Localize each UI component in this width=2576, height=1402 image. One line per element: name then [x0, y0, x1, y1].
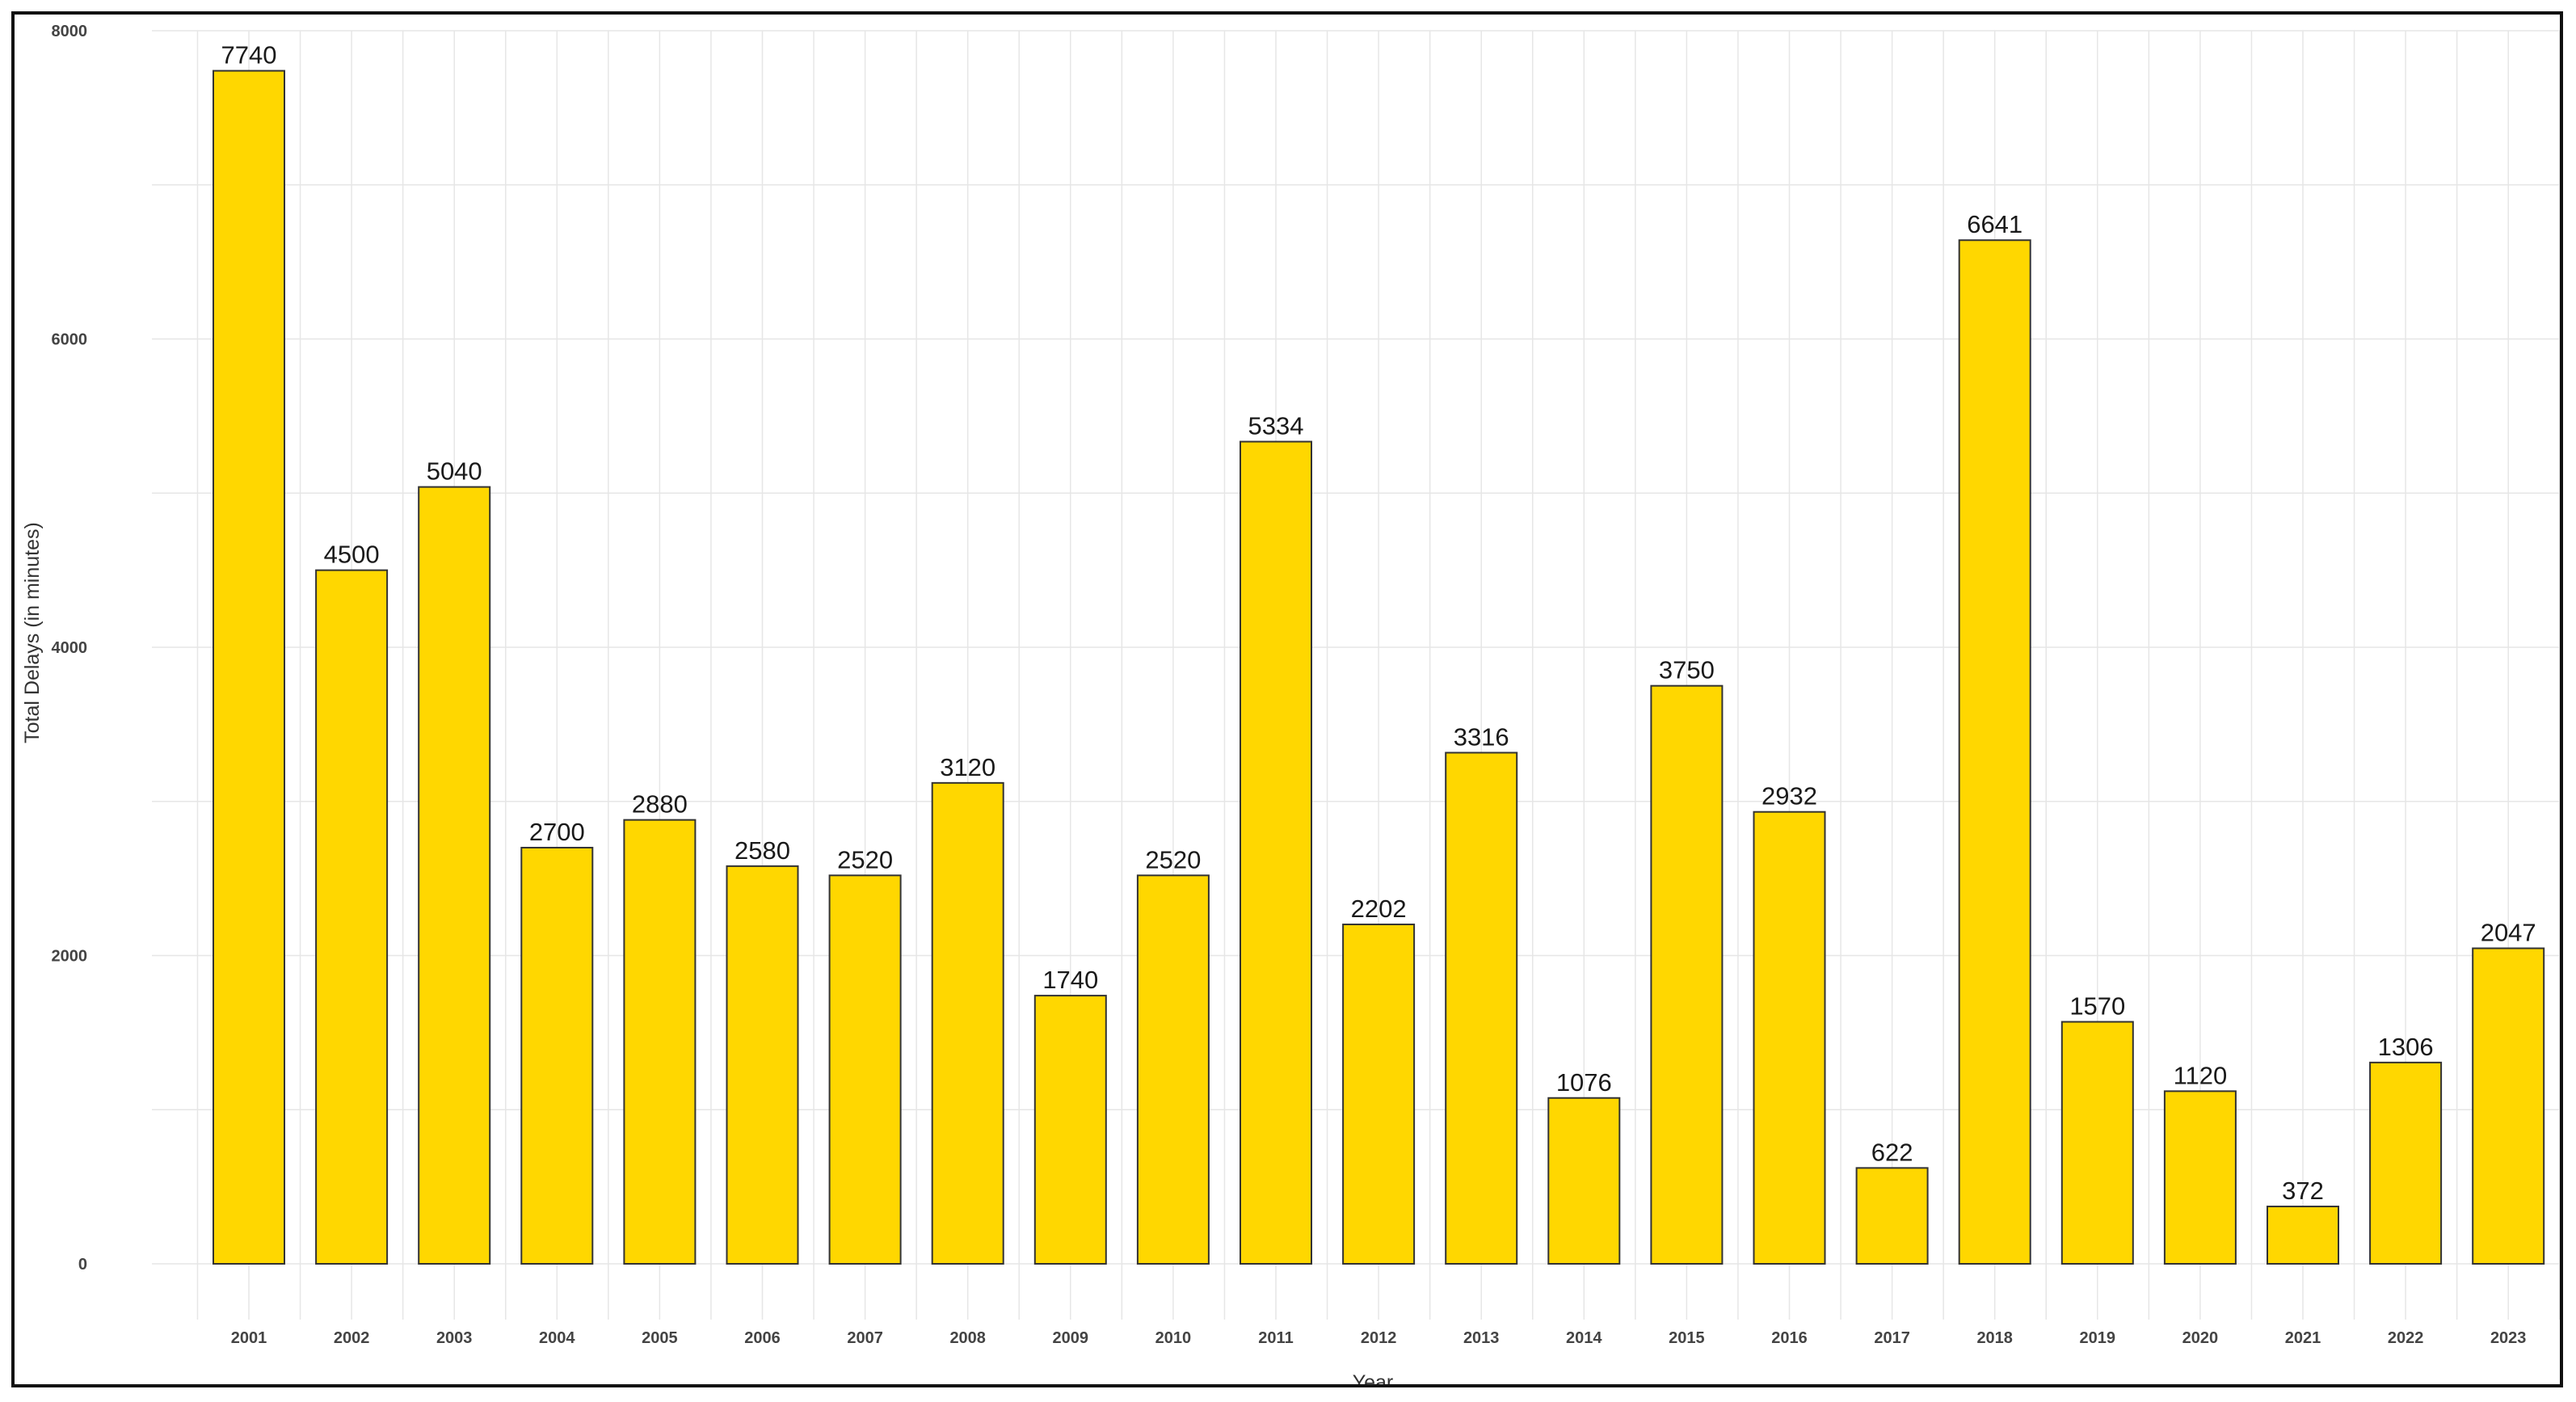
x-tick-label-2008: 2008: [949, 1329, 986, 1347]
bar-2019: [2060, 1021, 2134, 1265]
bar-2004: [520, 846, 594, 1265]
x-tick-label-2010: 2010: [1155, 1329, 1192, 1347]
x-tick-label-2017: 2017: [1874, 1329, 1910, 1347]
y-axis-ticks: 0 2000 4000 6000 8000: [52, 23, 88, 1274]
y-tick-label: 8000: [52, 23, 88, 40]
y-tick-label: 2000: [52, 948, 88, 966]
x-tick-label-2015: 2015: [1669, 1329, 1705, 1347]
x-tick-label-2021: 2021: [2285, 1329, 2321, 1347]
data-label-2006: 2580: [734, 836, 790, 865]
x-tick-label-2006: 2006: [744, 1329, 781, 1347]
bar-2012: [1342, 923, 1416, 1265]
data-label-2016: 2932: [1762, 782, 1817, 810]
data-label-2005: 2880: [632, 790, 688, 819]
bar-2023: [2472, 947, 2545, 1265]
data-label-2015: 3750: [1659, 656, 1715, 684]
data-label-2020: 1120: [2174, 1061, 2228, 1089]
bar-2008: [931, 781, 1004, 1265]
bar-2016: [1753, 810, 1826, 1265]
data-label-2013: 3316: [1454, 722, 1509, 751]
x-tick-label-2014: 2014: [1566, 1329, 1602, 1347]
bar-2007: [828, 874, 902, 1265]
chart-frame: 0 2000 4000 6000 8000 7740 4500 5040 2700 2880 25…: [11, 11, 2563, 1387]
data-label-2003: 5040: [427, 457, 482, 486]
bar-2005: [623, 819, 697, 1265]
x-tick-label-2011: 2011: [1258, 1329, 1293, 1347]
x-axis-ticks: 2001 2002 2003 2004 2005 2006 2007 2008 2009 2010…: [231, 1329, 2527, 1347]
bar-2011: [1240, 440, 1312, 1265]
bar-2003: [418, 486, 491, 1265]
data-label-2007: 2520: [837, 845, 893, 874]
bar-2020: [2163, 1090, 2237, 1265]
data-label-2012: 2202: [1351, 895, 1407, 923]
x-tick-label-2007: 2007: [847, 1329, 883, 1347]
x-tick-label-2013: 2013: [1463, 1329, 1500, 1347]
data-label-2001: 7740: [221, 41, 277, 69]
data-labels: 7740 4500 5040 2700 2880 2580 2520 3120 1740 2520…: [221, 41, 2536, 1205]
x-tick-label-2018: 2018: [1976, 1329, 2013, 1347]
data-label-2008: 3120: [940, 753, 995, 781]
bar-2009: [1033, 995, 1107, 1265]
x-tick-label-2009: 2009: [1053, 1329, 1089, 1347]
x-tick-label-2016: 2016: [1771, 1329, 1808, 1347]
x-tick-label-2020: 2020: [2182, 1329, 2219, 1347]
x-tick-label-2005: 2005: [642, 1329, 678, 1347]
data-label-2002: 4500: [324, 541, 380, 569]
data-label-2014: 1076: [1556, 1068, 1612, 1097]
bar-chart: 0 2000 4000 6000 8000 7740 4500 5040 2700 2880 25…: [21, 23, 2560, 1384]
bar-2018: [1958, 239, 2031, 1265]
x-tick-label-2023: 2023: [2490, 1329, 2527, 1347]
x-tick-label-2002: 2002: [334, 1329, 370, 1347]
y-tick-label: 0: [78, 1256, 87, 1274]
bar-2006: [726, 865, 799, 1265]
bar-2021: [2267, 1206, 2339, 1265]
x-axis-title: Year: [1353, 1371, 1394, 1384]
bar-2017: [1855, 1167, 1929, 1265]
x-tick-label-2003: 2003: [436, 1329, 473, 1347]
x-tick-label-2001: 2001: [231, 1329, 267, 1347]
bar-2013: [1445, 752, 1518, 1265]
x-tick-label-2004: 2004: [539, 1329, 575, 1347]
data-label-2018: 6641: [1967, 210, 2022, 238]
bar-2010: [1136, 874, 1210, 1265]
data-label-2017: 622: [1871, 1138, 1913, 1166]
bar-2022: [2369, 1061, 2443, 1265]
data-label-2021: 372: [2282, 1177, 2324, 1205]
data-label-2009: 1740: [1042, 966, 1098, 994]
x-tick-label-2022: 2022: [2388, 1329, 2424, 1347]
data-label-2011: 5334: [1248, 412, 1304, 440]
y-tick-label: 6000: [52, 331, 88, 349]
x-tick-label-2012: 2012: [1361, 1329, 1397, 1347]
y-axis-title: Total Delays (in minutes): [21, 522, 44, 743]
data-label-2023: 2047: [2481, 919, 2536, 947]
bar-2014: [1547, 1097, 1621, 1265]
bar-2002: [315, 569, 389, 1265]
bar-2001: [213, 69, 285, 1265]
data-label-2004: 2700: [529, 818, 585, 846]
bar-2015: [1650, 684, 1724, 1265]
data-label-2010: 2520: [1145, 845, 1201, 874]
x-tick-label-2019: 2019: [2080, 1329, 2116, 1347]
bars: [213, 69, 2545, 1265]
data-label-2019: 1570: [2069, 992, 2125, 1021]
y-tick-label: 4000: [52, 639, 88, 657]
data-label-2022: 1306: [2378, 1033, 2434, 1061]
